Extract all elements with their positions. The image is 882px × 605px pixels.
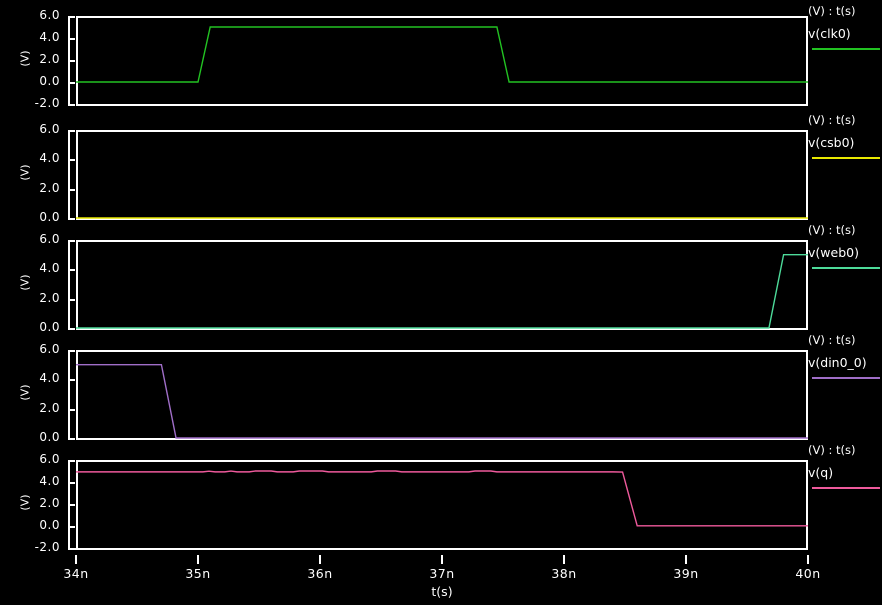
x-tick-label: 35n — [185, 566, 211, 581]
y-tick-label: 6.0 — [39, 452, 60, 466]
y-tick-label: 4.0 — [39, 30, 60, 44]
y-tick-label: 6.0 — [39, 122, 60, 136]
y-tick-label: 2.0 — [39, 180, 60, 195]
y-tick-label: 4.0 — [39, 261, 60, 276]
legend-axis-header: (V) : t(s) — [808, 223, 856, 237]
x-tick-mark — [319, 555, 321, 564]
y-tick-label: 0.0 — [39, 430, 60, 444]
legend-axis-header: (V) : t(s) — [808, 333, 856, 347]
y-tick-label: 2.0 — [39, 52, 60, 66]
y-tick-label: 6.0 — [39, 8, 60, 22]
legend-signal-name[interactable]: v(q) — [808, 465, 834, 480]
y-tick-mark — [68, 38, 75, 40]
y-tick-mark — [68, 16, 75, 18]
x-tick-label: 36n — [307, 566, 333, 581]
y-tick-label: 2.0 — [39, 290, 60, 305]
legend-axis-header: (V) : t(s) — [808, 113, 856, 127]
y-tick-label: 2.0 — [39, 400, 60, 415]
plot-frame[interactable] — [76, 460, 808, 550]
y-tick-label: 0.0 — [39, 518, 60, 532]
legend-signal-name[interactable]: v(csb0) — [808, 135, 855, 150]
y-tick-label: 2.0 — [39, 496, 60, 510]
y-axis-line — [68, 350, 70, 440]
y-axis-line — [68, 240, 70, 330]
y-tick-mark — [68, 269, 75, 272]
x-tick-mark — [807, 555, 809, 564]
x-tick-label: 37n — [429, 566, 455, 581]
y-tick-mark — [68, 379, 75, 382]
x-tick-mark — [685, 555, 687, 564]
plot-frame[interactable] — [76, 16, 808, 106]
y-tick-mark — [68, 159, 75, 162]
x-tick-mark — [75, 555, 77, 564]
x-tick-mark — [441, 555, 443, 564]
y-tick-mark — [68, 438, 75, 440]
plot-frame[interactable] — [76, 240, 808, 330]
x-axis-line — [68, 548, 808, 550]
y-tick-mark — [68, 408, 75, 411]
y-tick-mark — [68, 298, 75, 301]
legend-color-swatch — [812, 487, 880, 489]
y-tick-label: 4.0 — [39, 474, 60, 488]
y-tick-mark — [68, 60, 75, 62]
legend-axis-header: (V) : t(s) — [808, 4, 856, 18]
y-tick-mark — [68, 218, 75, 220]
x-axis-title: t(s) — [431, 584, 453, 599]
legend-signal-name[interactable]: v(web0) — [808, 245, 859, 260]
legend-color-swatch — [812, 48, 880, 50]
legend-color-swatch — [812, 157, 880, 159]
y-tick-mark — [68, 350, 75, 352]
y-tick-label: 0.0 — [39, 320, 60, 334]
y-tick-label: 4.0 — [39, 151, 60, 166]
legend-signal-name[interactable]: v(clk0) — [808, 26, 851, 41]
x-axis: 34n 35n 36n 37n 38n 39n 40n t(s) — [0, 548, 882, 605]
y-tick-mark — [68, 188, 75, 191]
y-tick-label: -2.0 — [34, 96, 60, 110]
plot-frame[interactable] — [76, 130, 808, 220]
y-tick-label: 0.0 — [39, 74, 60, 88]
y-axis-line — [68, 130, 70, 220]
y-tick-mark — [68, 130, 75, 132]
y-tick-mark — [68, 240, 75, 242]
legend-color-swatch — [812, 267, 880, 269]
x-tick-label: 34n — [63, 566, 89, 581]
x-tick-label: 38n — [551, 566, 577, 581]
y-tick-mark — [68, 504, 75, 506]
y-tick-mark — [68, 328, 75, 330]
y-tick-label: 0.0 — [39, 210, 60, 224]
y-tick-mark — [68, 526, 75, 528]
y-tick-label: 4.0 — [39, 371, 60, 386]
legend-color-swatch — [812, 377, 880, 379]
y-tick-mark — [68, 482, 75, 484]
y-tick-label: -2.0 — [34, 540, 60, 554]
y-tick-mark — [68, 104, 75, 106]
y-tick-label: 6.0 — [39, 232, 60, 246]
y-tick-mark — [68, 82, 75, 84]
legend-axis-header: (V) : t(s) — [808, 443, 856, 457]
y-tick-mark — [68, 460, 75, 462]
x-tick-label: 39n — [673, 566, 699, 581]
x-tick-label: 40n — [795, 566, 821, 581]
x-tick-mark — [197, 555, 199, 564]
x-tick-mark — [563, 555, 565, 564]
plot-frame[interactable] — [76, 350, 808, 440]
legend-signal-name[interactable]: v(din0_0) — [808, 355, 867, 370]
y-tick-label: 6.0 — [39, 342, 60, 356]
